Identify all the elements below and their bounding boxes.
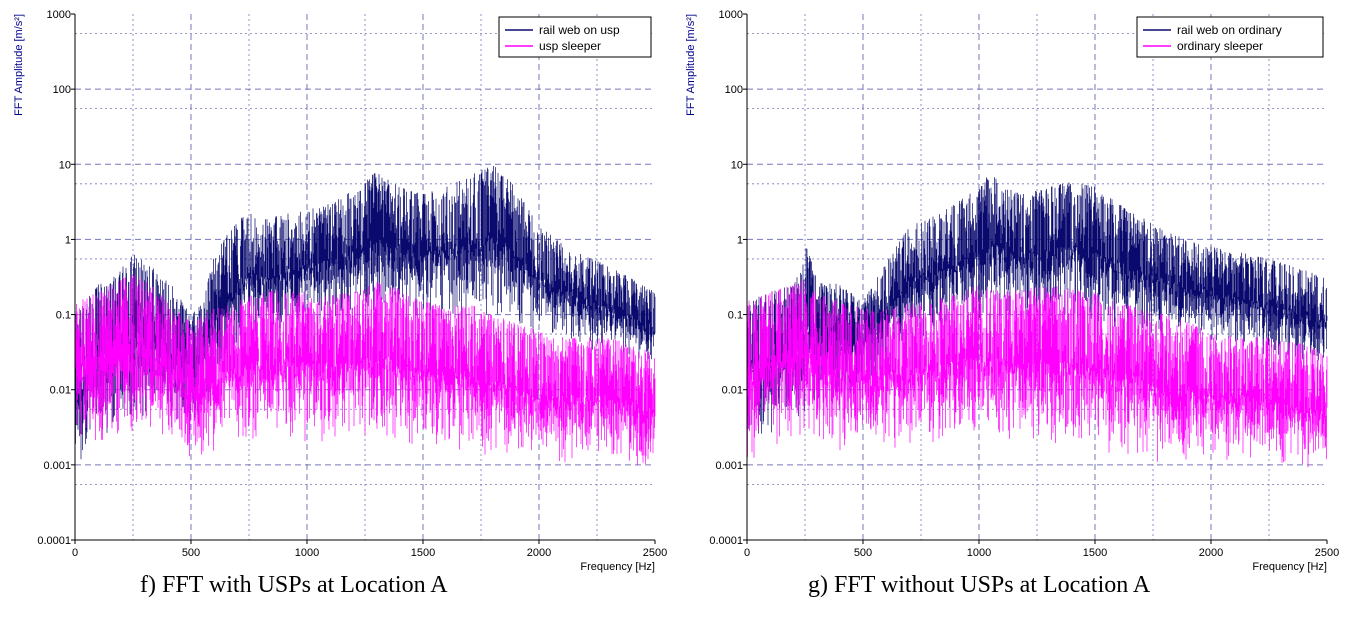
y-tick-label: 0.01	[722, 385, 743, 397]
x-tick-label: 500	[182, 547, 200, 559]
x-tick-label: 1000	[295, 547, 319, 559]
chart-caption: f) FFT with USPs at Location A	[140, 572, 448, 598]
y-tick-label: 0.01	[50, 385, 71, 397]
legend-label: rail web on usp	[539, 23, 620, 37]
fft-chart-without-usp-svg: 0.0001 0.001 0.01 0.1 1 10 100 1000 0 500 1000 1500…	[685, 9, 1339, 573]
y-tick-label: 10	[59, 159, 71, 171]
fft-chart-with-usp: 0.0001 0.001 0.01 0.1 1 10 100 1000 0 500 1000 1500…	[0, 0, 674, 619]
y-tick-label: 0.001	[43, 460, 71, 472]
x-tick-label: 2000	[527, 547, 551, 559]
y-axis-label: FFT Amplitude [m/s²]	[13, 14, 25, 116]
y-tick-label: 0.1	[56, 310, 71, 322]
x-tick-label: 1500	[1083, 547, 1107, 559]
x-axis-label: Frequency [Hz]	[580, 561, 655, 573]
y-tick-label: 0.0001	[37, 535, 71, 547]
y-tick-label: 10	[731, 159, 743, 171]
y-tick-label: 1000	[719, 9, 743, 21]
y-tick-label: 1	[737, 234, 743, 246]
x-tick-label: 0	[72, 547, 78, 559]
legend-box	[1136, 16, 1324, 58]
y-tick-label: 0.001	[715, 460, 743, 472]
x-tick-label: 500	[854, 547, 872, 559]
legend-label: rail web on ordinary	[1177, 23, 1282, 37]
legend-label: usp sleeper	[539, 39, 601, 53]
x-tick-label: 2500	[1315, 547, 1339, 559]
x-tick-label: 2000	[1199, 547, 1223, 559]
y-axis-label: FFT Amplitude [m/s²]	[685, 14, 697, 116]
y-tick-label: 1	[65, 234, 71, 246]
chart-caption: g) FFT without USPs at Location A	[808, 572, 1151, 598]
fft-chart-with-usp-svg: 0.0001 0.001 0.01 0.1 1 10 100 1000 0 500 1000 1500…	[13, 9, 667, 573]
x-tick-label: 1000	[967, 547, 991, 559]
x-tick-label: 1500	[411, 547, 435, 559]
fft-chart-without-usp: 0.0001 0.001 0.01 0.1 1 10 100 1000 0 500 1000 1500…	[672, 0, 1346, 619]
legend: rail web on ordinary ordinary sleeper	[1136, 16, 1324, 58]
x-tick-label: 2500	[643, 547, 667, 559]
y-tick-label: 0.0001	[709, 535, 743, 547]
legend-label: ordinary sleeper	[1177, 39, 1263, 53]
y-tick-label: 1000	[47, 9, 71, 21]
legend-box	[498, 16, 652, 58]
y-tick-label: 0.1	[728, 310, 743, 322]
x-tick-label: 0	[744, 547, 750, 559]
y-tick-label: 100	[53, 84, 71, 96]
legend: rail web on usp usp sleeper	[498, 16, 652, 58]
x-axis-label: Frequency [Hz]	[1252, 561, 1327, 573]
y-tick-label: 100	[725, 84, 743, 96]
